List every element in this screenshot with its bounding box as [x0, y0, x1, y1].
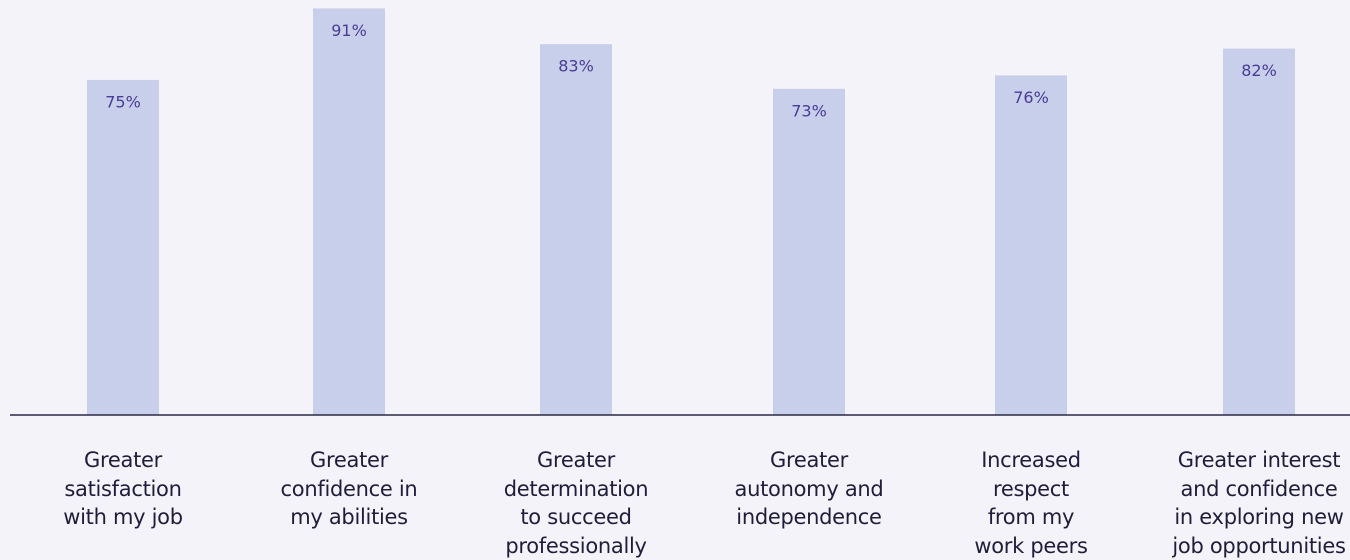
- bar: [995, 75, 1067, 415]
- bar: [87, 79, 159, 416]
- x-tick-label: Greater confidence in my abilities: [280, 448, 418, 529]
- x-tick-label: Greater satisfaction with my job: [63, 448, 183, 529]
- bar: [773, 88, 845, 415]
- value-label: 76%: [1013, 88, 1049, 107]
- value-label: 91%: [331, 21, 367, 40]
- x-tick-label: Greater determination to succeed profess…: [503, 448, 649, 558]
- x-tick-label: Greater autonomy and independence: [734, 448, 884, 529]
- x-tick-label: Increased respect from my work peers: [974, 448, 1088, 558]
- bar: [1223, 48, 1295, 416]
- bar: [313, 8, 385, 416]
- bar: [540, 44, 612, 415]
- value-label: 73%: [791, 101, 827, 120]
- value-label: 83%: [558, 57, 594, 76]
- x-tick-label: Greater interest and confidence in explo…: [1172, 448, 1346, 558]
- value-label: 75%: [105, 92, 141, 111]
- value-label: 82%: [1241, 61, 1277, 80]
